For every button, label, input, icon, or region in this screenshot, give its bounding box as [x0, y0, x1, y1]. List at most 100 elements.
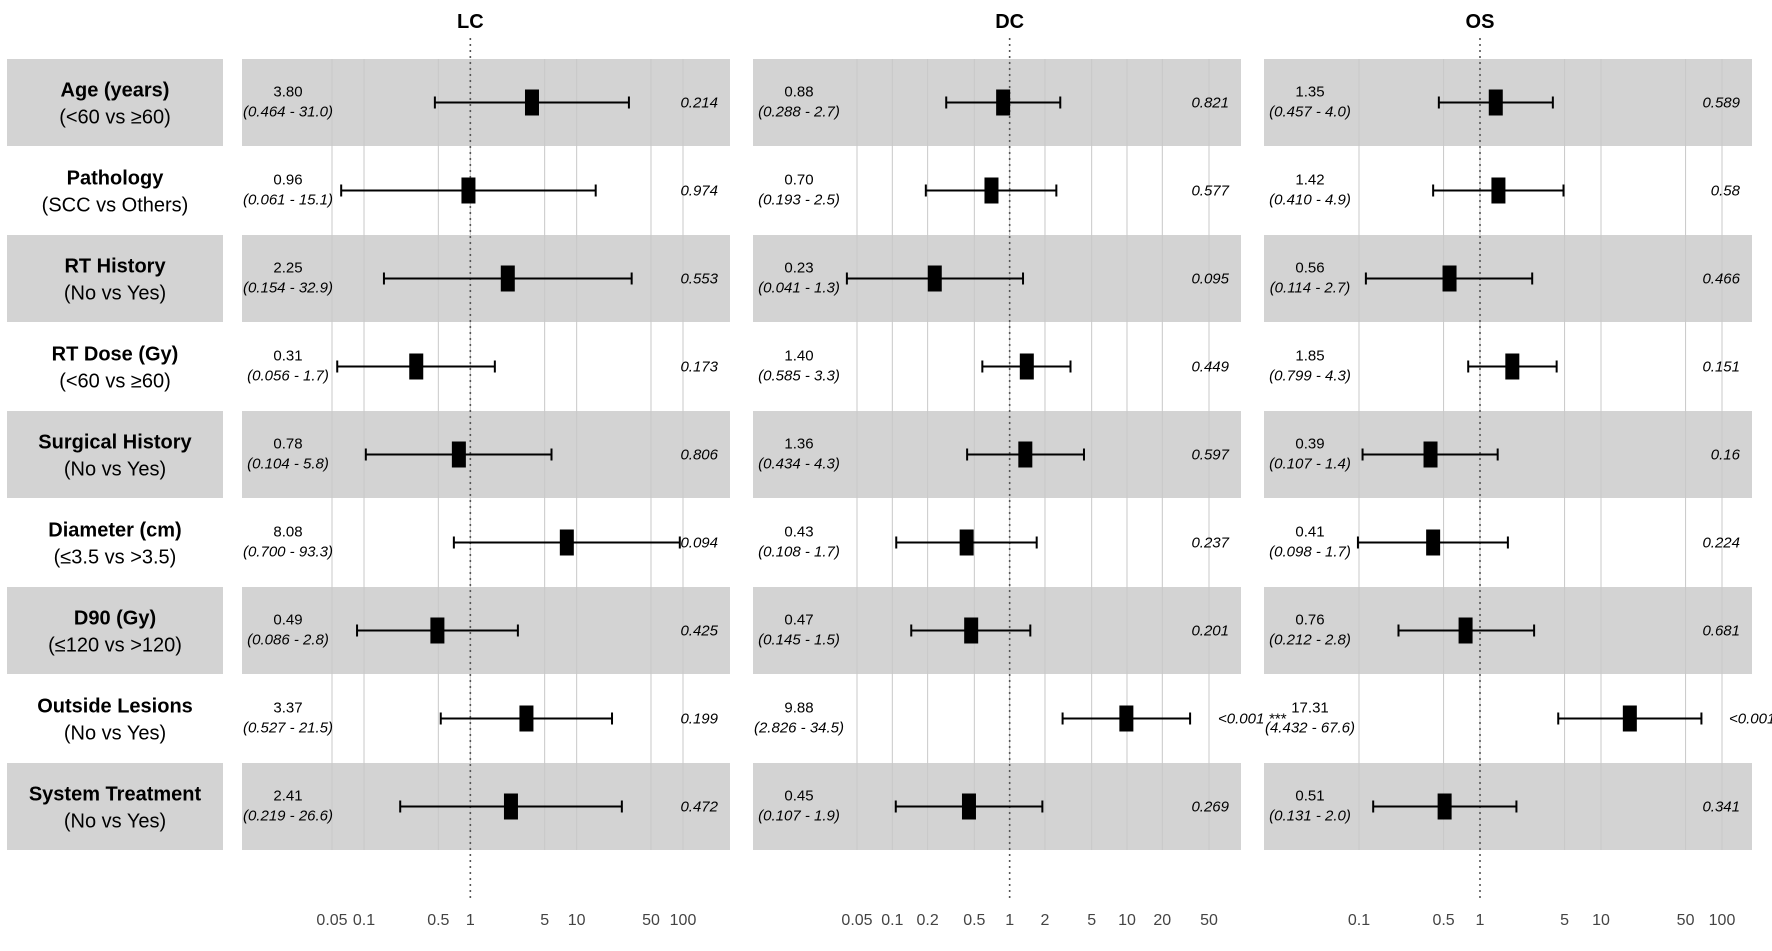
hr-point — [927, 265, 942, 292]
hr-point — [1437, 793, 1452, 820]
row-label-name: Age (years) — [61, 80, 170, 102]
hr-value: 1.40 — [784, 348, 813, 365]
hr-value: 0.23 — [784, 260, 813, 277]
hr-value: 0.45 — [784, 788, 813, 805]
hr-value: 0.41 — [1295, 524, 1324, 541]
ci-value: (0.410 - 4.9) — [1269, 192, 1351, 209]
x-tick-label: 0.05 — [316, 912, 347, 929]
x-tick-label: 50 — [1200, 912, 1218, 929]
row-label-comparison: (No vs Yes) — [64, 283, 166, 305]
hr-point — [503, 793, 518, 820]
x-tick-label: 5 — [1560, 912, 1569, 929]
p-value: 0.224 — [1702, 535, 1740, 552]
x-tick-label: 50 — [1677, 912, 1695, 929]
hr-value: 1.35 — [1295, 84, 1324, 101]
p-value: 0.173 — [680, 359, 718, 376]
hr-value: 1.85 — [1295, 348, 1324, 365]
ci-value: (0.154 - 32.9) — [243, 280, 333, 297]
hr-value: 8.08 — [273, 524, 302, 541]
p-value: 0.577 — [1191, 183, 1229, 200]
hr-value: 0.43 — [784, 524, 813, 541]
row-label-comparison: (No vs Yes) — [64, 811, 166, 833]
p-value: <0.001 *** — [1218, 711, 1287, 728]
ci-value: (0.585 - 3.3) — [758, 368, 840, 385]
ci-value: (0.799 - 4.3) — [1269, 368, 1351, 385]
row-label-name: Pathology — [67, 168, 165, 190]
hr-value: 0.47 — [784, 612, 813, 629]
x-tick-label: 0.5 — [1432, 912, 1454, 929]
ci-value: (0.056 - 1.7) — [247, 368, 329, 385]
p-value: 0.472 — [680, 799, 718, 816]
hr-value: 0.31 — [273, 348, 302, 365]
hr-point — [1491, 177, 1506, 204]
row-label-name: Outside Lesions — [37, 696, 193, 718]
ci-value: (0.104 - 5.8) — [247, 456, 329, 473]
ci-value: (0.086 - 2.8) — [247, 632, 329, 649]
x-tick-label: 1 — [1005, 912, 1014, 929]
row-label-comparison: (≤3.5 vs >3.5) — [54, 547, 177, 569]
ci-value: (0.288 - 2.7) — [758, 104, 840, 121]
hr-point — [959, 529, 974, 556]
p-value: 0.553 — [680, 271, 718, 288]
x-tick-label: 0.1 — [881, 912, 903, 929]
hr-point — [524, 89, 539, 116]
hr-point — [961, 793, 976, 820]
ci-value: (0.145 - 1.5) — [758, 632, 840, 649]
ci-value: (0.108 - 1.7) — [758, 544, 840, 561]
ci-value: (0.212 - 2.8) — [1269, 632, 1351, 649]
hr-value: 2.25 — [273, 260, 302, 277]
p-value: 0.681 — [1702, 623, 1740, 640]
p-value: 0.589 — [1702, 95, 1740, 112]
x-tick-label: 0.2 — [917, 912, 939, 929]
hr-point — [1488, 89, 1503, 116]
row-label-band — [7, 587, 223, 674]
panel-title: OS — [1466, 11, 1495, 33]
ci-value: (0.527 - 21.5) — [243, 720, 333, 737]
hr-value: 0.51 — [1295, 788, 1324, 805]
hr-point — [1019, 353, 1034, 380]
hr-point — [461, 177, 476, 204]
row-label-band — [7, 763, 223, 850]
row-label-comparison: (<60 vs ≥60) — [59, 371, 171, 393]
hr-value: 0.49 — [273, 612, 302, 629]
hr-value: 0.78 — [273, 436, 302, 453]
panel-row-band — [1264, 411, 1752, 498]
hr-value: 0.76 — [1295, 612, 1324, 629]
row-label-band — [7, 59, 223, 146]
p-value: 0.16 — [1711, 447, 1741, 464]
p-value: 0.449 — [1191, 359, 1229, 376]
x-tick-label: 10 — [568, 912, 586, 929]
x-tick-label: 100 — [1709, 912, 1736, 929]
ci-value: (0.041 - 1.3) — [758, 280, 840, 297]
hr-value: 9.88 — [784, 700, 813, 717]
x-tick-label: 100 — [670, 912, 697, 929]
hr-value: 3.80 — [273, 84, 302, 101]
row-label-name: Diameter (cm) — [48, 520, 181, 542]
hr-value: 1.36 — [784, 436, 813, 453]
p-value: 0.237 — [1191, 535, 1229, 552]
x-tick-label: 2 — [1041, 912, 1050, 929]
row-label-comparison: (≤120 vs >120) — [48, 635, 182, 657]
hr-value: 2.41 — [273, 788, 302, 805]
x-tick-label: 0.1 — [353, 912, 375, 929]
ci-value: (0.061 - 15.1) — [243, 192, 333, 209]
ci-value: (4.432 - 67.6) — [1265, 720, 1355, 737]
hr-value: 1.42 — [1295, 172, 1324, 189]
row-label-comparison: (No vs Yes) — [64, 723, 166, 745]
x-tick-label: 5 — [1087, 912, 1096, 929]
row-label-name: System Treatment — [29, 784, 202, 806]
x-tick-label: 10 — [1592, 912, 1610, 929]
hr-point — [409, 353, 424, 380]
hr-point — [1458, 617, 1473, 644]
hr-point — [1119, 705, 1134, 732]
x-tick-label: 20 — [1153, 912, 1171, 929]
hr-point — [559, 529, 574, 556]
p-value: 0.597 — [1191, 447, 1229, 464]
hr-value: 0.96 — [273, 172, 302, 189]
ci-value: (0.219 - 26.6) — [243, 808, 333, 825]
p-value: 0.094 — [680, 535, 718, 552]
x-tick-label: 1 — [1476, 912, 1485, 929]
ci-value: (0.464 - 31.0) — [243, 104, 333, 121]
p-value: 0.214 — [680, 95, 718, 112]
